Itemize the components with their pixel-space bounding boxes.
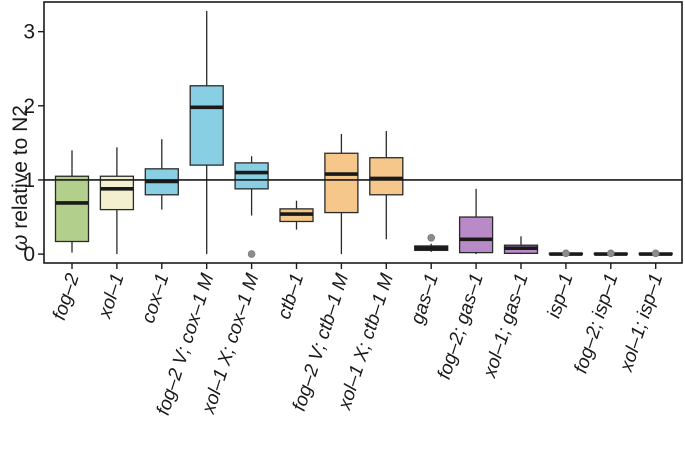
box	[324, 152, 359, 214]
box-group	[324, 133, 359, 255]
x-tick-label: fog–2	[49, 271, 84, 323]
box-group	[189, 10, 224, 255]
plot-area	[43, 1, 683, 264]
outlier-point	[562, 249, 570, 258]
box	[369, 157, 404, 196]
box-group	[54, 150, 90, 253]
outlier-point	[606, 249, 615, 258]
box	[99, 175, 135, 211]
box	[234, 162, 269, 190]
y-axis-title-symbol: ω	[9, 235, 32, 251]
x-tick-label: fog–2; isp–1	[571, 271, 623, 376]
box	[189, 85, 224, 166]
x-tick-label: gas–1	[407, 271, 443, 327]
x-tick-label: ctb–1	[274, 271, 308, 322]
y-axis-title: ω relative to N2	[9, 105, 32, 251]
y-axis-title-group: ω relative to N2	[9, 105, 32, 251]
box-group	[503, 236, 539, 255]
x-tick-label: xol–1; gas–1	[479, 271, 533, 381]
y-tick-label: 0	[23, 243, 35, 266]
box-group	[279, 200, 314, 230]
box-group	[99, 147, 135, 255]
y-tick-label: 3	[23, 21, 35, 44]
box-group	[593, 249, 628, 258]
x-tick-label: isp–1	[544, 271, 578, 321]
box-group	[369, 131, 404, 240]
box	[54, 175, 90, 243]
box-group	[548, 249, 584, 258]
outlier-point	[651, 249, 660, 258]
outlier-point	[247, 250, 256, 258]
box-group	[234, 156, 269, 258]
x-tick-label: fog–2; gas–1	[434, 271, 488, 382]
x-tick-label: xol–1	[94, 271, 128, 322]
y-axis-title-text: relative to N2	[9, 105, 32, 235]
box-group	[414, 233, 449, 252]
y-tick-label: 1	[23, 169, 35, 192]
box-group	[638, 249, 673, 258]
y-tick-label: 2	[23, 95, 35, 118]
box-group	[458, 188, 494, 255]
plot-frame	[43, 1, 683, 264]
box	[458, 216, 494, 254]
y-axis-ticks: 0 1 2 3	[23, 21, 44, 266]
outlier-point	[427, 233, 436, 242]
x-tick-label: xol–1; isp–1	[616, 271, 668, 375]
box-group	[144, 139, 179, 210]
x-tick-label: cox–1	[138, 271, 174, 326]
